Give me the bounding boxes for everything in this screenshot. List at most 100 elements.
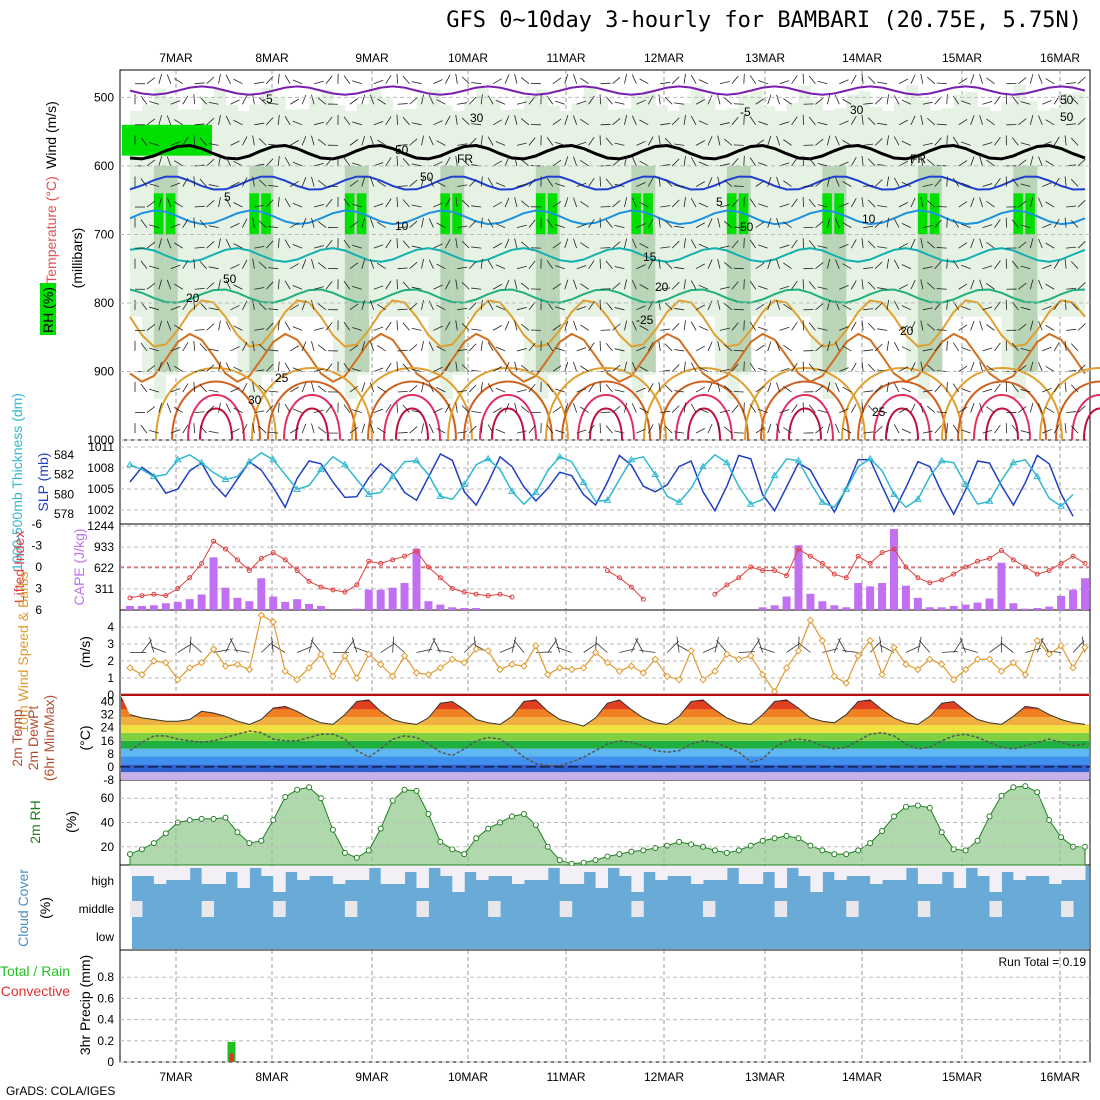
wind-barb [487, 136, 494, 146]
contour-label: 25 [872, 405, 886, 419]
wind-barb [242, 218, 248, 228]
temp-band [121, 717, 1089, 726]
wind-barb [1018, 365, 1027, 372]
wind-barb [920, 361, 924, 372]
wind-barb [218, 361, 221, 372]
slp-line [129, 452, 1074, 517]
cloud-gap-high [834, 866, 847, 880]
wind-barb [409, 97, 418, 105]
wind-barb [723, 97, 733, 105]
wind-barb [1066, 411, 1077, 413]
wind-barb [874, 220, 883, 228]
wind-barb [230, 305, 240, 311]
wind-barb [733, 350, 744, 352]
wind-barb [564, 197, 569, 208]
wind-barb [893, 177, 900, 187]
cape-bar [209, 557, 218, 610]
surface-wind-barb [757, 637, 764, 653]
wind-barb [660, 246, 671, 249]
wind-barb [758, 203, 768, 208]
wind-barb [166, 197, 172, 208]
cloud-gap-high [798, 866, 811, 876]
wind-barb [647, 218, 654, 228]
isotherm-loop [447, 367, 569, 441]
cloud-gap-high [703, 866, 716, 880]
thickness-marker [317, 465, 325, 473]
wind-barb [199, 384, 207, 393]
wind-barb [311, 382, 315, 393]
date-label-top: 16MAR [1040, 51, 1080, 65]
wind-barb [140, 178, 148, 187]
wind-barb [487, 383, 494, 393]
wind-barb [428, 218, 434, 228]
wind-barb [979, 238, 983, 249]
wind-marker [603, 658, 612, 667]
wind-barb [266, 363, 274, 372]
wind-barb [361, 423, 366, 434]
wind-barb [817, 80, 828, 85]
thickness-marker [651, 470, 660, 478]
cloud-gap-high [273, 866, 286, 892]
wind-barb [826, 258, 831, 269]
wind-barb [1077, 405, 1086, 413]
cloud-gap-high [356, 866, 370, 880]
contour-label: -5 [740, 105, 751, 119]
wind-barb [480, 135, 483, 146]
wind-barb [552, 283, 562, 290]
wind-barb [343, 280, 351, 290]
rh-marker [926, 804, 933, 811]
wind-barb [1070, 178, 1079, 187]
wind-barb [817, 368, 828, 372]
wind-barb [149, 265, 159, 270]
wind-barb [733, 144, 744, 146]
wind-barb [254, 81, 265, 85]
wind-barb [421, 217, 424, 228]
surface-wind-barb [1072, 640, 1085, 653]
wind-barb [758, 285, 768, 290]
wind-barb [170, 182, 181, 187]
temp-band [121, 725, 1089, 733]
wind-barb [352, 80, 362, 85]
cloud-gap-high [738, 866, 752, 884]
isotherm-loop [857, 380, 947, 441]
date-label-bottom: 12MAR [644, 1070, 684, 1084]
cloud-gap-high [667, 866, 680, 876]
date-label-top: 15MAR [942, 51, 982, 65]
wind-barb [690, 362, 697, 372]
wind-barb [292, 408, 303, 413]
wind-barb [707, 382, 713, 393]
wind-barb [433, 325, 443, 331]
surface-wind-barb [554, 637, 561, 653]
y-tick-temp: 24 [101, 721, 115, 735]
wind-barb [783, 262, 792, 270]
wind-barb [1053, 177, 1060, 187]
wind-barb [411, 327, 422, 331]
wind-barb [994, 342, 1001, 352]
y-tick-li: -3 [31, 539, 42, 553]
cape-bar [412, 548, 421, 610]
wind-marker [341, 652, 349, 660]
cape-bar [149, 605, 158, 610]
rh-marker [962, 847, 969, 854]
wind-barb [1064, 340, 1067, 351]
li-marker [807, 553, 813, 559]
wind-barb [361, 176, 366, 187]
wind-barb [850, 362, 857, 372]
isotherm-loop [283, 394, 341, 441]
wind-marker [591, 648, 600, 657]
wind-barb [639, 242, 649, 249]
wind-barb [182, 342, 189, 352]
wind-barb [767, 176, 772, 187]
ylabel-cloud: Cloud Cover [15, 869, 31, 947]
wind-barb [396, 361, 399, 372]
wind-barb [842, 427, 852, 434]
wind-barb [886, 94, 890, 105]
li-marker [258, 555, 264, 561]
wind-barb [842, 386, 852, 393]
cape-bar [913, 597, 922, 610]
wind-barb [199, 261, 207, 269]
wind-barb [266, 240, 274, 249]
wind-barb [170, 429, 181, 434]
wind-marker [1033, 636, 1041, 645]
wind-barb [776, 341, 781, 352]
